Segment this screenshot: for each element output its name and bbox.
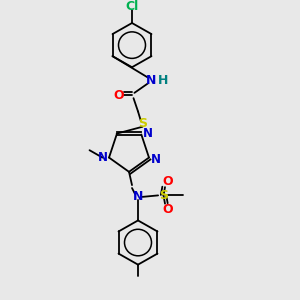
Text: S: S	[159, 189, 168, 202]
Text: N: N	[98, 151, 107, 164]
Text: N: N	[146, 74, 157, 87]
Text: O: O	[163, 203, 173, 216]
Text: H: H	[158, 74, 168, 87]
Text: S: S	[138, 117, 147, 130]
Text: O: O	[163, 175, 173, 188]
Text: Cl: Cl	[125, 0, 139, 13]
Text: O: O	[113, 89, 124, 102]
Text: N: N	[133, 190, 143, 203]
Text: N: N	[151, 152, 160, 166]
Text: N: N	[143, 127, 153, 140]
